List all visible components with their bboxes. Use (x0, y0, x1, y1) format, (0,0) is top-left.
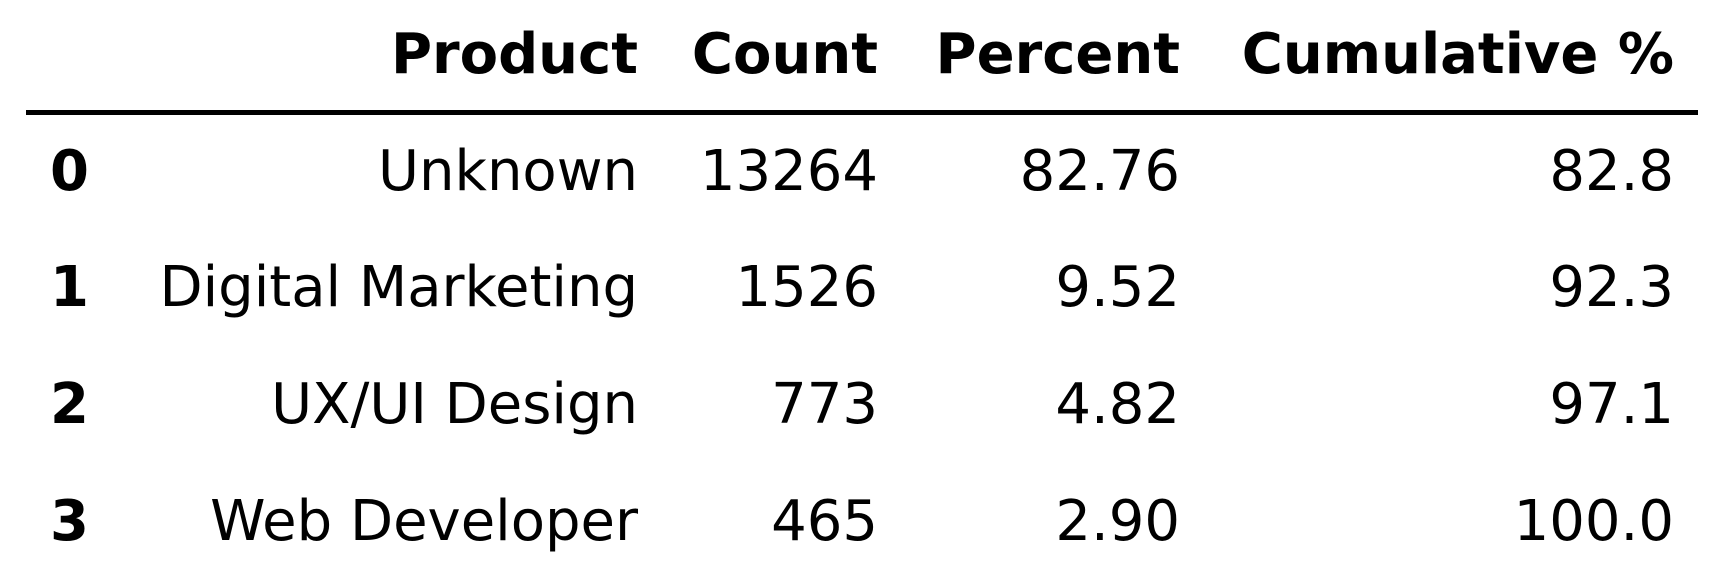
cell-percent: 2.90 (1055, 489, 1180, 554)
cell-cumulative: 97.1 (1549, 372, 1674, 437)
cell-product: Unknown (378, 139, 638, 205)
header-count: Count (662, 0, 902, 115)
header-index (26, 0, 102, 115)
table-row: 3 Web Developer 465 2.90 100.0 (26, 463, 1698, 580)
header-row: Product Count Percent Cumulative % (26, 0, 1698, 115)
header-product: Product (102, 0, 662, 115)
cell-count: 465 (771, 489, 878, 554)
table-body: 0 Unknown 13264 82.76 82.8 1 Digital Mar… (26, 112, 1698, 580)
header-cumulative: Cumulative % (1204, 0, 1698, 115)
cell-count: 1526 (735, 255, 878, 320)
table-header: Product Count Percent Cumulative % (26, 0, 1698, 115)
cell-count: 773 (771, 372, 878, 437)
cell-product: Web Developer (210, 489, 638, 554)
row-index: 3 (50, 489, 89, 554)
cell-product: UX/UI Design (271, 372, 638, 437)
cell-percent: 4.82 (1055, 372, 1180, 437)
table-row: 1 Digital Marketing 1526 9.52 92.3 (26, 229, 1698, 346)
cell-percent: 9.52 (1055, 255, 1180, 320)
table-row: 2 UX/UI Design 773 4.82 97.1 (26, 346, 1698, 463)
cell-cumulative: 100.0 (1513, 489, 1674, 554)
header-percent: Percent (902, 0, 1204, 115)
data-table: Product Count Percent Cumulative % 0 Unk… (26, 0, 1698, 580)
table-row: 0 Unknown 13264 82.76 82.8 (26, 112, 1698, 229)
cell-count: 13264 (699, 139, 878, 205)
data-table-container: Product Count Percent Cumulative % 0 Unk… (26, 0, 1698, 580)
cell-product: Digital Marketing (159, 255, 638, 320)
row-index: 0 (50, 139, 89, 205)
cell-cumulative: 82.8 (1549, 139, 1674, 205)
cell-percent: 82.76 (1019, 139, 1180, 205)
row-index: 2 (50, 372, 89, 437)
row-index: 1 (50, 255, 89, 320)
cell-cumulative: 92.3 (1549, 255, 1674, 320)
